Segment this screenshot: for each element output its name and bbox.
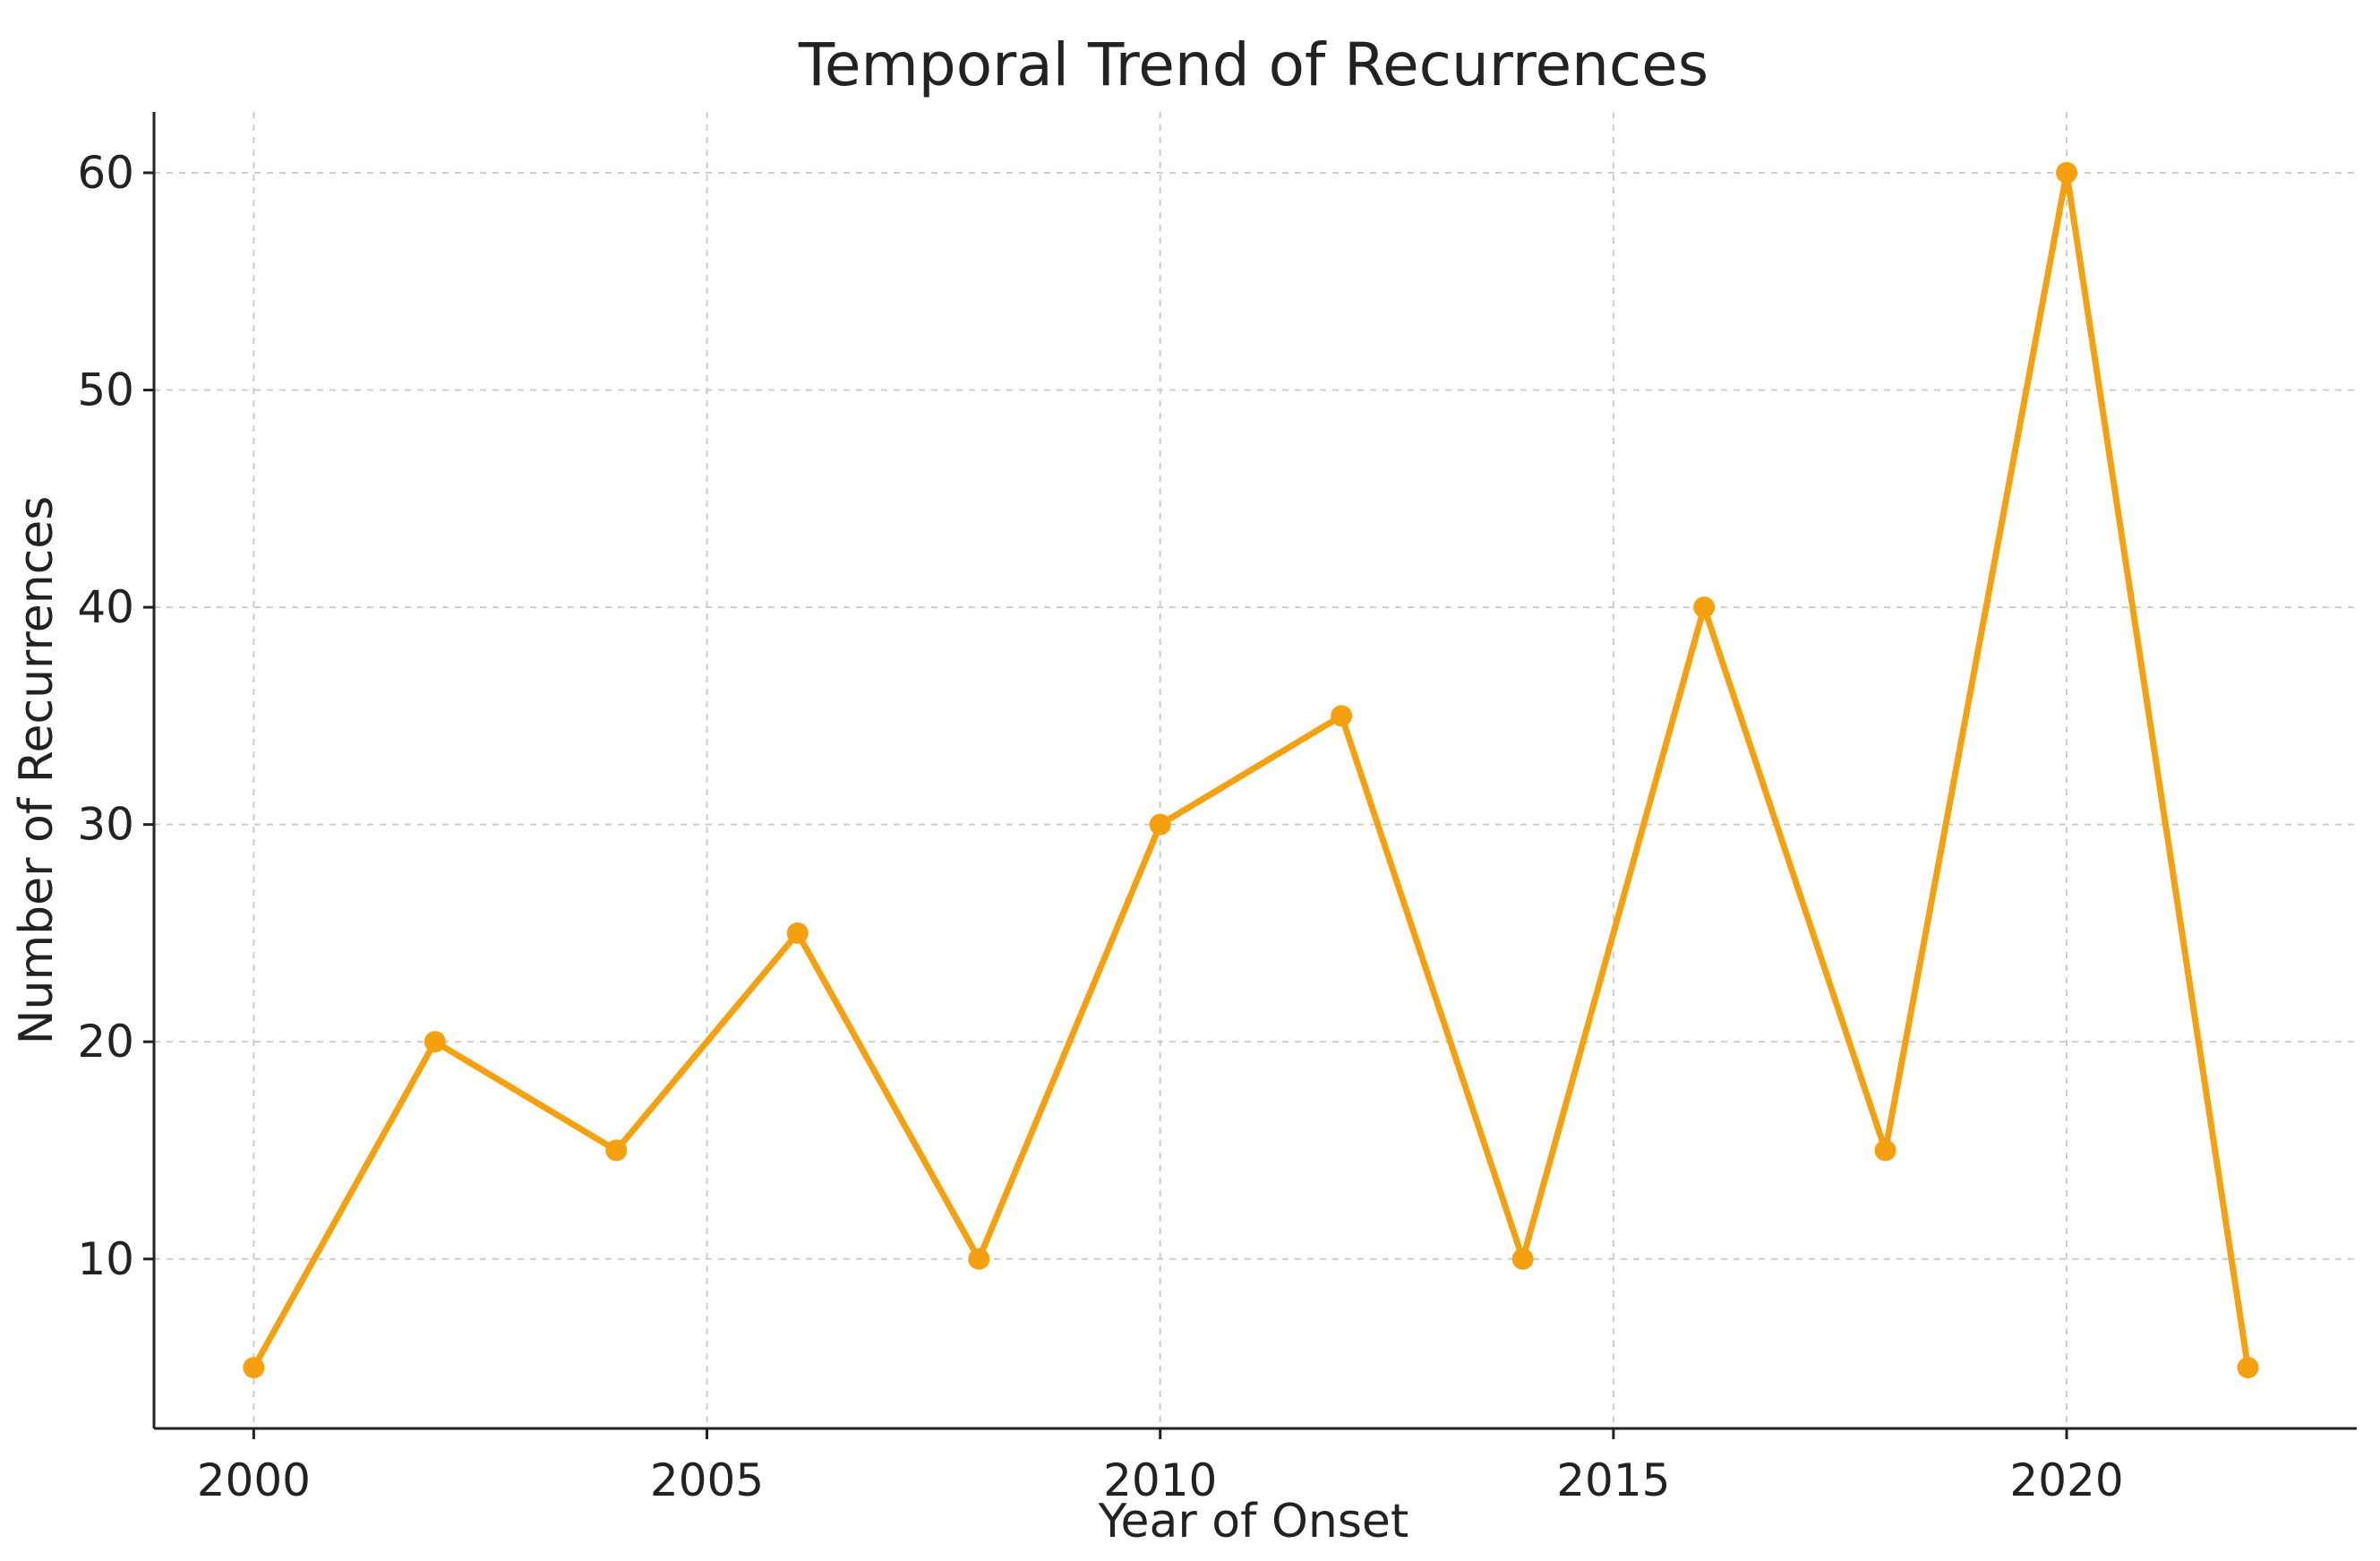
x-tick-label: 2020	[2009, 1454, 2123, 1506]
y-axis-label: Number of Recurrences	[10, 496, 64, 1045]
x-tick-label: 2000	[197, 1454, 311, 1506]
data-point	[1693, 596, 1716, 619]
axes	[152, 112, 2357, 1430]
series-line	[250, 169, 2252, 1371]
data-point	[1874, 1139, 1896, 1162]
chart-title: Temporal Trend of Recurrences	[798, 30, 1708, 99]
data-point	[243, 1357, 265, 1379]
y-tick-label: 50	[77, 364, 134, 416]
y-tick-label: 60	[77, 147, 134, 199]
data-point	[1149, 813, 1171, 836]
data-point	[1331, 705, 1353, 727]
x-tick-label: 2005	[650, 1454, 764, 1506]
data-point	[605, 1139, 628, 1162]
data-point	[786, 922, 809, 944]
x-tick-label: 2015	[1556, 1454, 1670, 1506]
data-point	[424, 1031, 446, 1053]
y-tick-label: 10	[77, 1233, 134, 1285]
x-tick-label: 2010	[1103, 1454, 1217, 1506]
x-axis-label: Year of Onset	[1098, 1495, 1409, 1548]
series	[243, 161, 2259, 1379]
data-point	[2237, 1357, 2259, 1379]
data-point	[968, 1248, 990, 1270]
grid	[154, 112, 2357, 1428]
data-point	[1511, 1248, 1534, 1270]
y-tick-label: 20	[77, 1016, 134, 1068]
y-tick-label: 40	[77, 581, 134, 633]
data-point	[2056, 161, 2078, 184]
y-tick-label: 30	[77, 799, 134, 851]
tick-labels: 2000 2005 2010 2015 2020 10 20 30 40 50 60	[77, 147, 2123, 1506]
